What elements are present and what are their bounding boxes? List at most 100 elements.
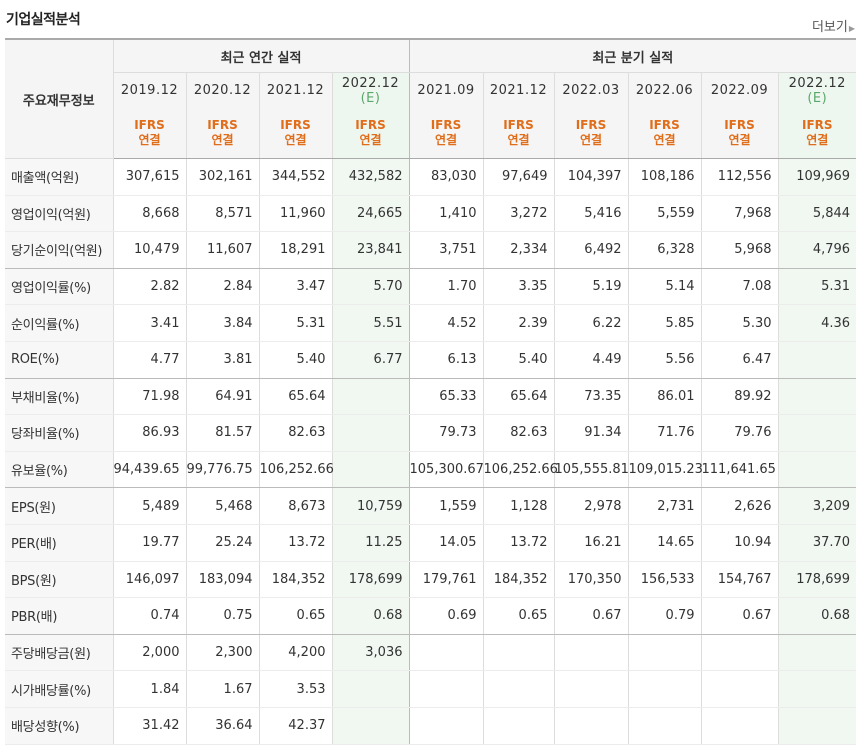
table-cell: 10,479 bbox=[112, 231, 186, 269]
table-cell: 344,552 bbox=[258, 158, 332, 196]
table-cell: 82.63 bbox=[258, 414, 332, 452]
table-cell: 4,796 bbox=[777, 231, 857, 269]
table-cell: 94,439.65 bbox=[112, 451, 186, 489]
table-cell: 109,015.23 bbox=[627, 451, 703, 489]
table-cell bbox=[408, 670, 483, 708]
table-cell: 5.31 bbox=[777, 268, 857, 306]
period-label: 2022.12 bbox=[788, 75, 846, 91]
table-cell: 3,272 bbox=[482, 195, 554, 233]
table-cell: 5,416 bbox=[553, 195, 628, 233]
period-label: 2020.12 bbox=[193, 83, 252, 98]
table-row: 당좌비율(%) 86.93 81.57 82.63 79.73 82.63 91.34 71.… bbox=[5, 414, 857, 452]
table-row: 영업이익(억원) 8,668 8,571 11,960 24,665 1,410 3,272… bbox=[5, 195, 857, 233]
table-cell: 0.65 bbox=[482, 597, 554, 635]
table-cell: 1.84 bbox=[112, 670, 186, 708]
standard-header: IFRS 연결 bbox=[553, 108, 628, 159]
table-cell: 106,252.66 bbox=[482, 451, 558, 489]
table-cell: 0.67 bbox=[553, 597, 628, 635]
table-cell: 82.63 bbox=[482, 414, 554, 452]
table-cell bbox=[777, 670, 857, 708]
table-cell: 5.31 bbox=[258, 304, 332, 342]
table-cell: 7,968 bbox=[700, 195, 778, 233]
table-cell: 146,097 bbox=[112, 561, 186, 599]
row-label: 영업이익(억원) bbox=[5, 195, 113, 233]
period-header: 2021.09 bbox=[408, 72, 483, 108]
table-cell: 2.39 bbox=[482, 304, 554, 342]
table-cell: 3.53 bbox=[258, 670, 332, 708]
standard-header: IFRS 연결 bbox=[112, 108, 186, 159]
table-cell: 1,128 bbox=[482, 487, 554, 525]
table-cell: 2,731 bbox=[627, 487, 701, 525]
standard-line1: IFRS bbox=[430, 118, 462, 132]
table-cell: 4.36 bbox=[777, 304, 857, 342]
standard-header: IFRS 연결 bbox=[482, 108, 554, 159]
table-cell: 14.05 bbox=[408, 524, 483, 562]
table-cell: 16.21 bbox=[553, 524, 628, 562]
table-cell: 5,559 bbox=[627, 195, 701, 233]
standard-line2: 연결 bbox=[359, 133, 382, 147]
period-label: 2022.12 bbox=[341, 75, 400, 91]
table-cell: 183,094 bbox=[185, 561, 259, 599]
table-cell: 8,673 bbox=[258, 487, 332, 525]
table-row: PBR(배) 0.74 0.75 0.65 0.68 0.69 0.65 0.67 0.79 0.… bbox=[5, 597, 857, 635]
standard-header: IFRS 연결 bbox=[408, 108, 483, 159]
standard-line1: IFRS bbox=[649, 118, 680, 132]
standard-line2: 연결 bbox=[507, 133, 530, 147]
table-cell: 5,968 bbox=[700, 231, 778, 269]
period-header: 2022.06 bbox=[627, 72, 701, 108]
table-cell: 18,291 bbox=[258, 231, 332, 269]
row-label: ROE(%) bbox=[5, 341, 113, 379]
financial-summary-table: 주요재무정보 최근 연간 실적 최근 분기 실적 2019.12 2020.12 2… bbox=[5, 38, 857, 745]
table-cell bbox=[553, 670, 628, 708]
table-cell: 3,751 bbox=[408, 231, 483, 269]
table-cell: 5.70 bbox=[331, 268, 409, 306]
table-cell: 71.98 bbox=[112, 378, 186, 416]
table-cell bbox=[700, 634, 778, 672]
standard-line2: 연결 bbox=[653, 133, 676, 147]
table-cell: 24,665 bbox=[331, 195, 409, 233]
standard-line1: IFRS bbox=[355, 118, 386, 132]
table-cell: 2,300 bbox=[185, 634, 259, 672]
table-row: 유보율(%) 94,439.65 99,776.75 106,252.66 105,30… bbox=[5, 451, 857, 489]
row-label: 부채비율(%) bbox=[5, 378, 113, 416]
table-cell bbox=[777, 634, 857, 672]
table-cell bbox=[627, 670, 701, 708]
table-cell: 23,841 bbox=[331, 231, 409, 269]
table-cell: 65.64 bbox=[258, 378, 332, 416]
table-cell: 11.25 bbox=[331, 524, 409, 562]
table-cell: 5.40 bbox=[258, 341, 332, 379]
table-cell: 8,668 bbox=[112, 195, 186, 233]
table-cell: 0.79 bbox=[627, 597, 701, 635]
table-cell bbox=[627, 707, 701, 745]
table-cell: 14.65 bbox=[627, 524, 701, 562]
estimate-mark: (E) bbox=[807, 90, 828, 106]
table-cell: 86.01 bbox=[627, 378, 701, 416]
table-cell: 11,607 bbox=[185, 231, 259, 269]
table-cell: 2,626 bbox=[700, 487, 778, 525]
table-cell bbox=[777, 451, 857, 489]
table-cell: 3.81 bbox=[185, 341, 259, 379]
table-cell: 3.84 bbox=[185, 304, 259, 342]
period-header: 2021.12 bbox=[258, 72, 332, 108]
table-cell bbox=[331, 670, 409, 708]
table-cell: 42.37 bbox=[258, 707, 332, 745]
standard-header: IFRS 연결 bbox=[258, 108, 332, 159]
period-label: 2019.12 bbox=[120, 83, 179, 98]
standard-line1: IFRS bbox=[280, 118, 311, 132]
section-title: 기업실적분석 bbox=[6, 12, 81, 28]
table-cell: 106,252.66 bbox=[258, 451, 334, 489]
table-cell: 179,761 bbox=[408, 561, 483, 599]
table-cell: 0.65 bbox=[258, 597, 332, 635]
table-cell: 112,556 bbox=[700, 158, 778, 196]
standard-header: IFRS 연결 bbox=[185, 108, 259, 159]
table-cell: 13.72 bbox=[482, 524, 554, 562]
table-row: PER(배) 19.77 25.24 13.72 11.25 14.05 13.72 16.2… bbox=[5, 524, 857, 562]
table-cell bbox=[553, 707, 628, 745]
table-cell: 8,571 bbox=[185, 195, 259, 233]
table-cell: 170,350 bbox=[553, 561, 628, 599]
period-label: 2022.03 bbox=[562, 83, 620, 98]
table-row: 배당성향(%) 31.42 36.64 42.37 bbox=[5, 707, 857, 745]
table-cell: 99,776.75 bbox=[185, 451, 259, 489]
period-label: 2021.12 bbox=[489, 83, 548, 98]
more-link[interactable]: 더보기▶ bbox=[812, 16, 855, 35]
